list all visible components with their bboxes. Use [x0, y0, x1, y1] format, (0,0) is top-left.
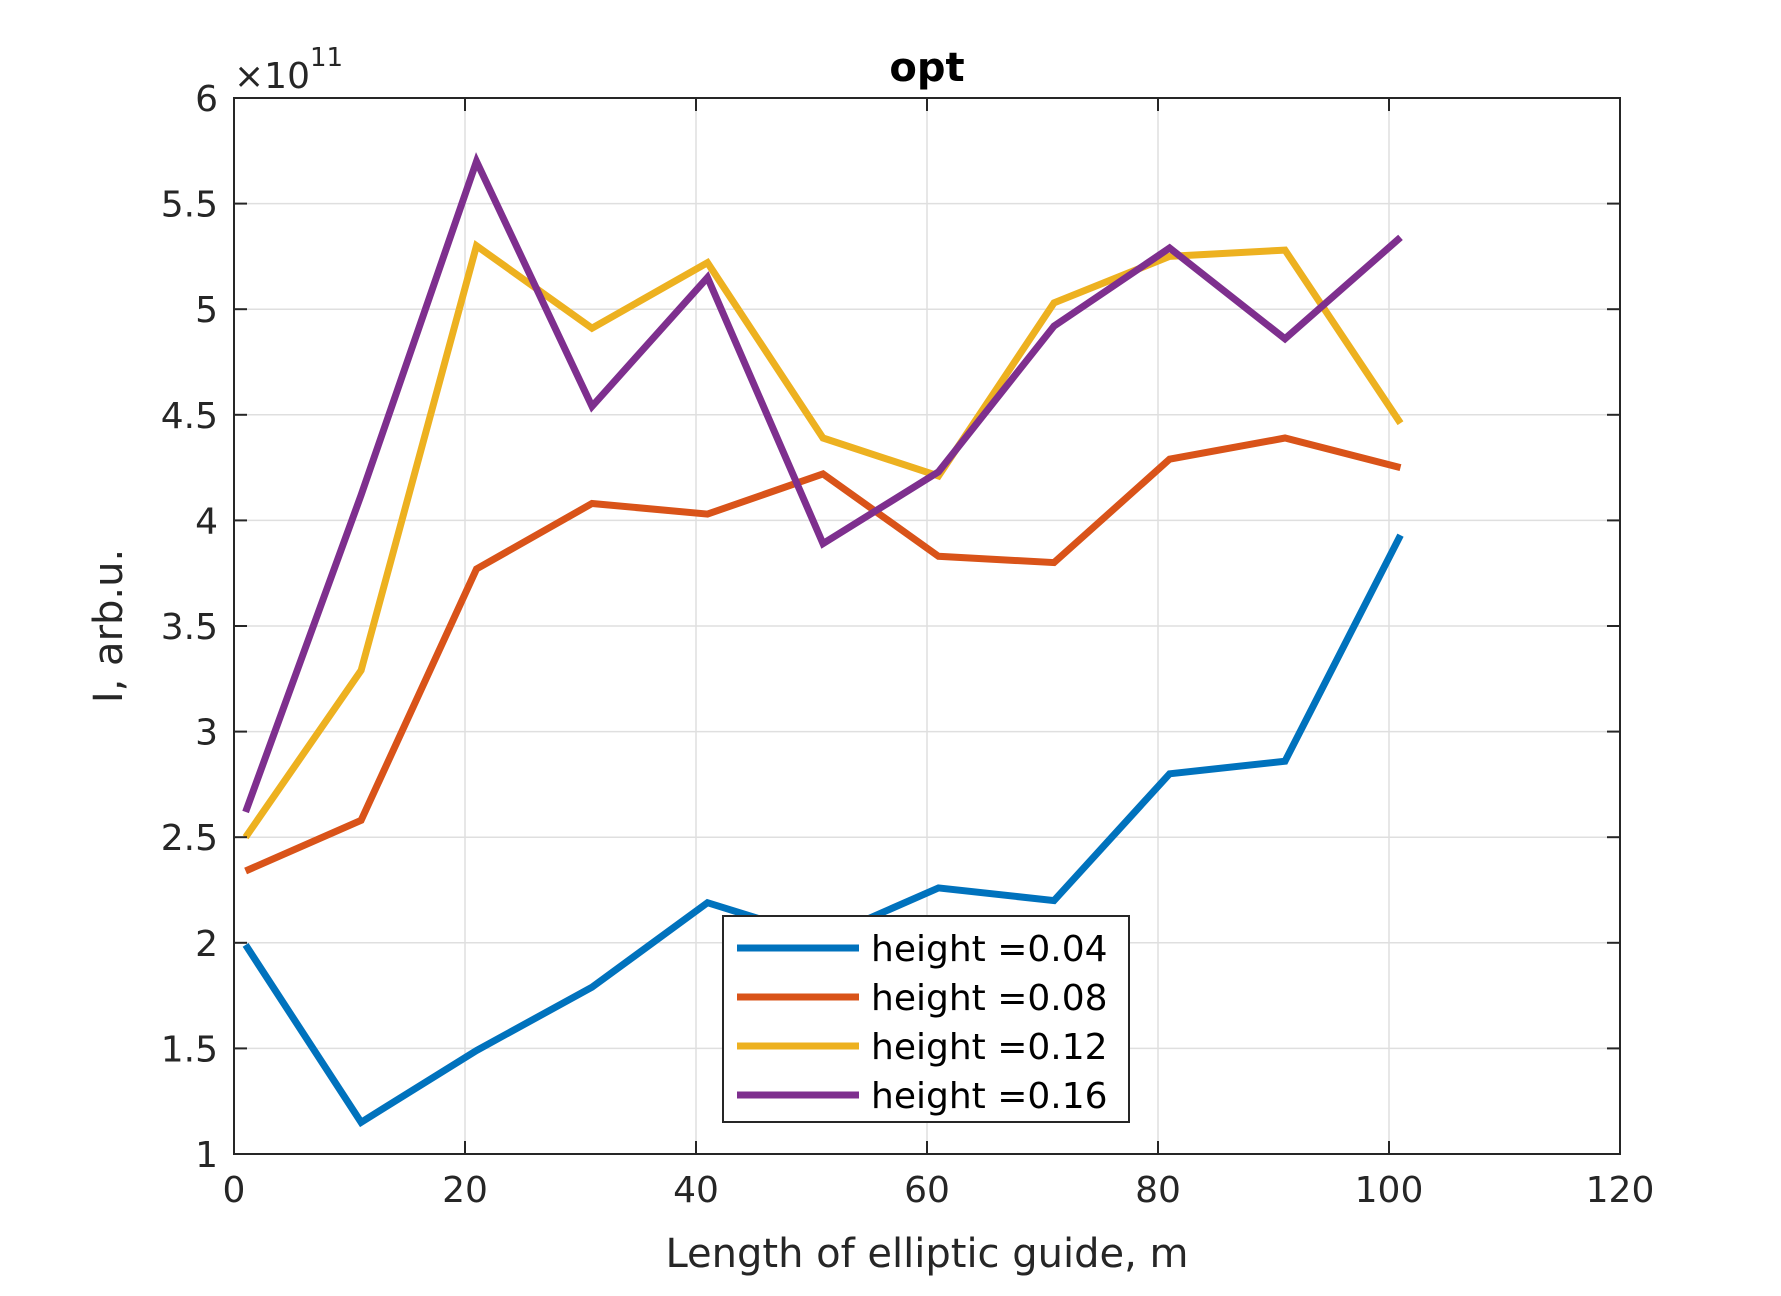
y-tick-label: 1.5 — [161, 1029, 218, 1070]
y-tick-label: 4 — [195, 501, 218, 542]
y-exponent-prefix: ×10 — [234, 56, 310, 97]
y-tick-label: 2.5 — [161, 818, 218, 859]
legend-label: height =0.12 — [871, 1027, 1108, 1068]
legend-items: height =0.04 height =0.08 height =0.12 heig… — [737, 929, 1108, 1117]
x-tick-label: 0 — [223, 1170, 246, 1211]
y-tick-label: 5 — [195, 290, 218, 331]
x-tick-label: 80 — [1135, 1170, 1181, 1211]
ticks — [233, 97, 1621, 1155]
y-tick-label: 2 — [195, 924, 218, 965]
x-tick-label: 100 — [1355, 1170, 1424, 1211]
series-line-3 — [242, 240, 1404, 840]
x-axis-label: Length of elliptic guide, m — [665, 1231, 1188, 1277]
series-line-4 — [242, 152, 1403, 814]
x-tick-label: 40 — [673, 1170, 719, 1211]
y-axis-label: I, arb.u. — [86, 549, 132, 703]
x-tick-label: 120 — [1586, 1170, 1655, 1211]
y-tick-label: 4.5 — [161, 396, 218, 437]
y-tick-label: 6 — [195, 79, 218, 120]
series-line-2 — [244, 434, 1402, 875]
chart-title: opt — [889, 45, 964, 91]
legend-label: height =0.04 — [871, 929, 1108, 970]
y-tick-label: 3.5 — [161, 607, 218, 648]
x-tick-label: 60 — [904, 1170, 950, 1211]
tick-labels: 0 20 40 60 80 100 120 1 1.5 2 2.5 3 3.5 4 4.5 5 5.5 6 — [161, 79, 1655, 1211]
y-tick-label: 3 — [195, 713, 218, 754]
y-exponent-power: 11 — [310, 43, 343, 73]
legend-label: height =0.16 — [871, 1076, 1108, 1117]
y-tick-label: 5.5 — [161, 185, 218, 226]
y-tick-label: 1 — [195, 1135, 218, 1176]
x-tick-label: 20 — [442, 1170, 488, 1211]
y-exponent-label: ×1011 — [234, 43, 343, 97]
legend: height =0.04 height =0.08 height =0.12 heig… — [722, 915, 1130, 1123]
legend-label: height =0.08 — [871, 978, 1108, 1019]
